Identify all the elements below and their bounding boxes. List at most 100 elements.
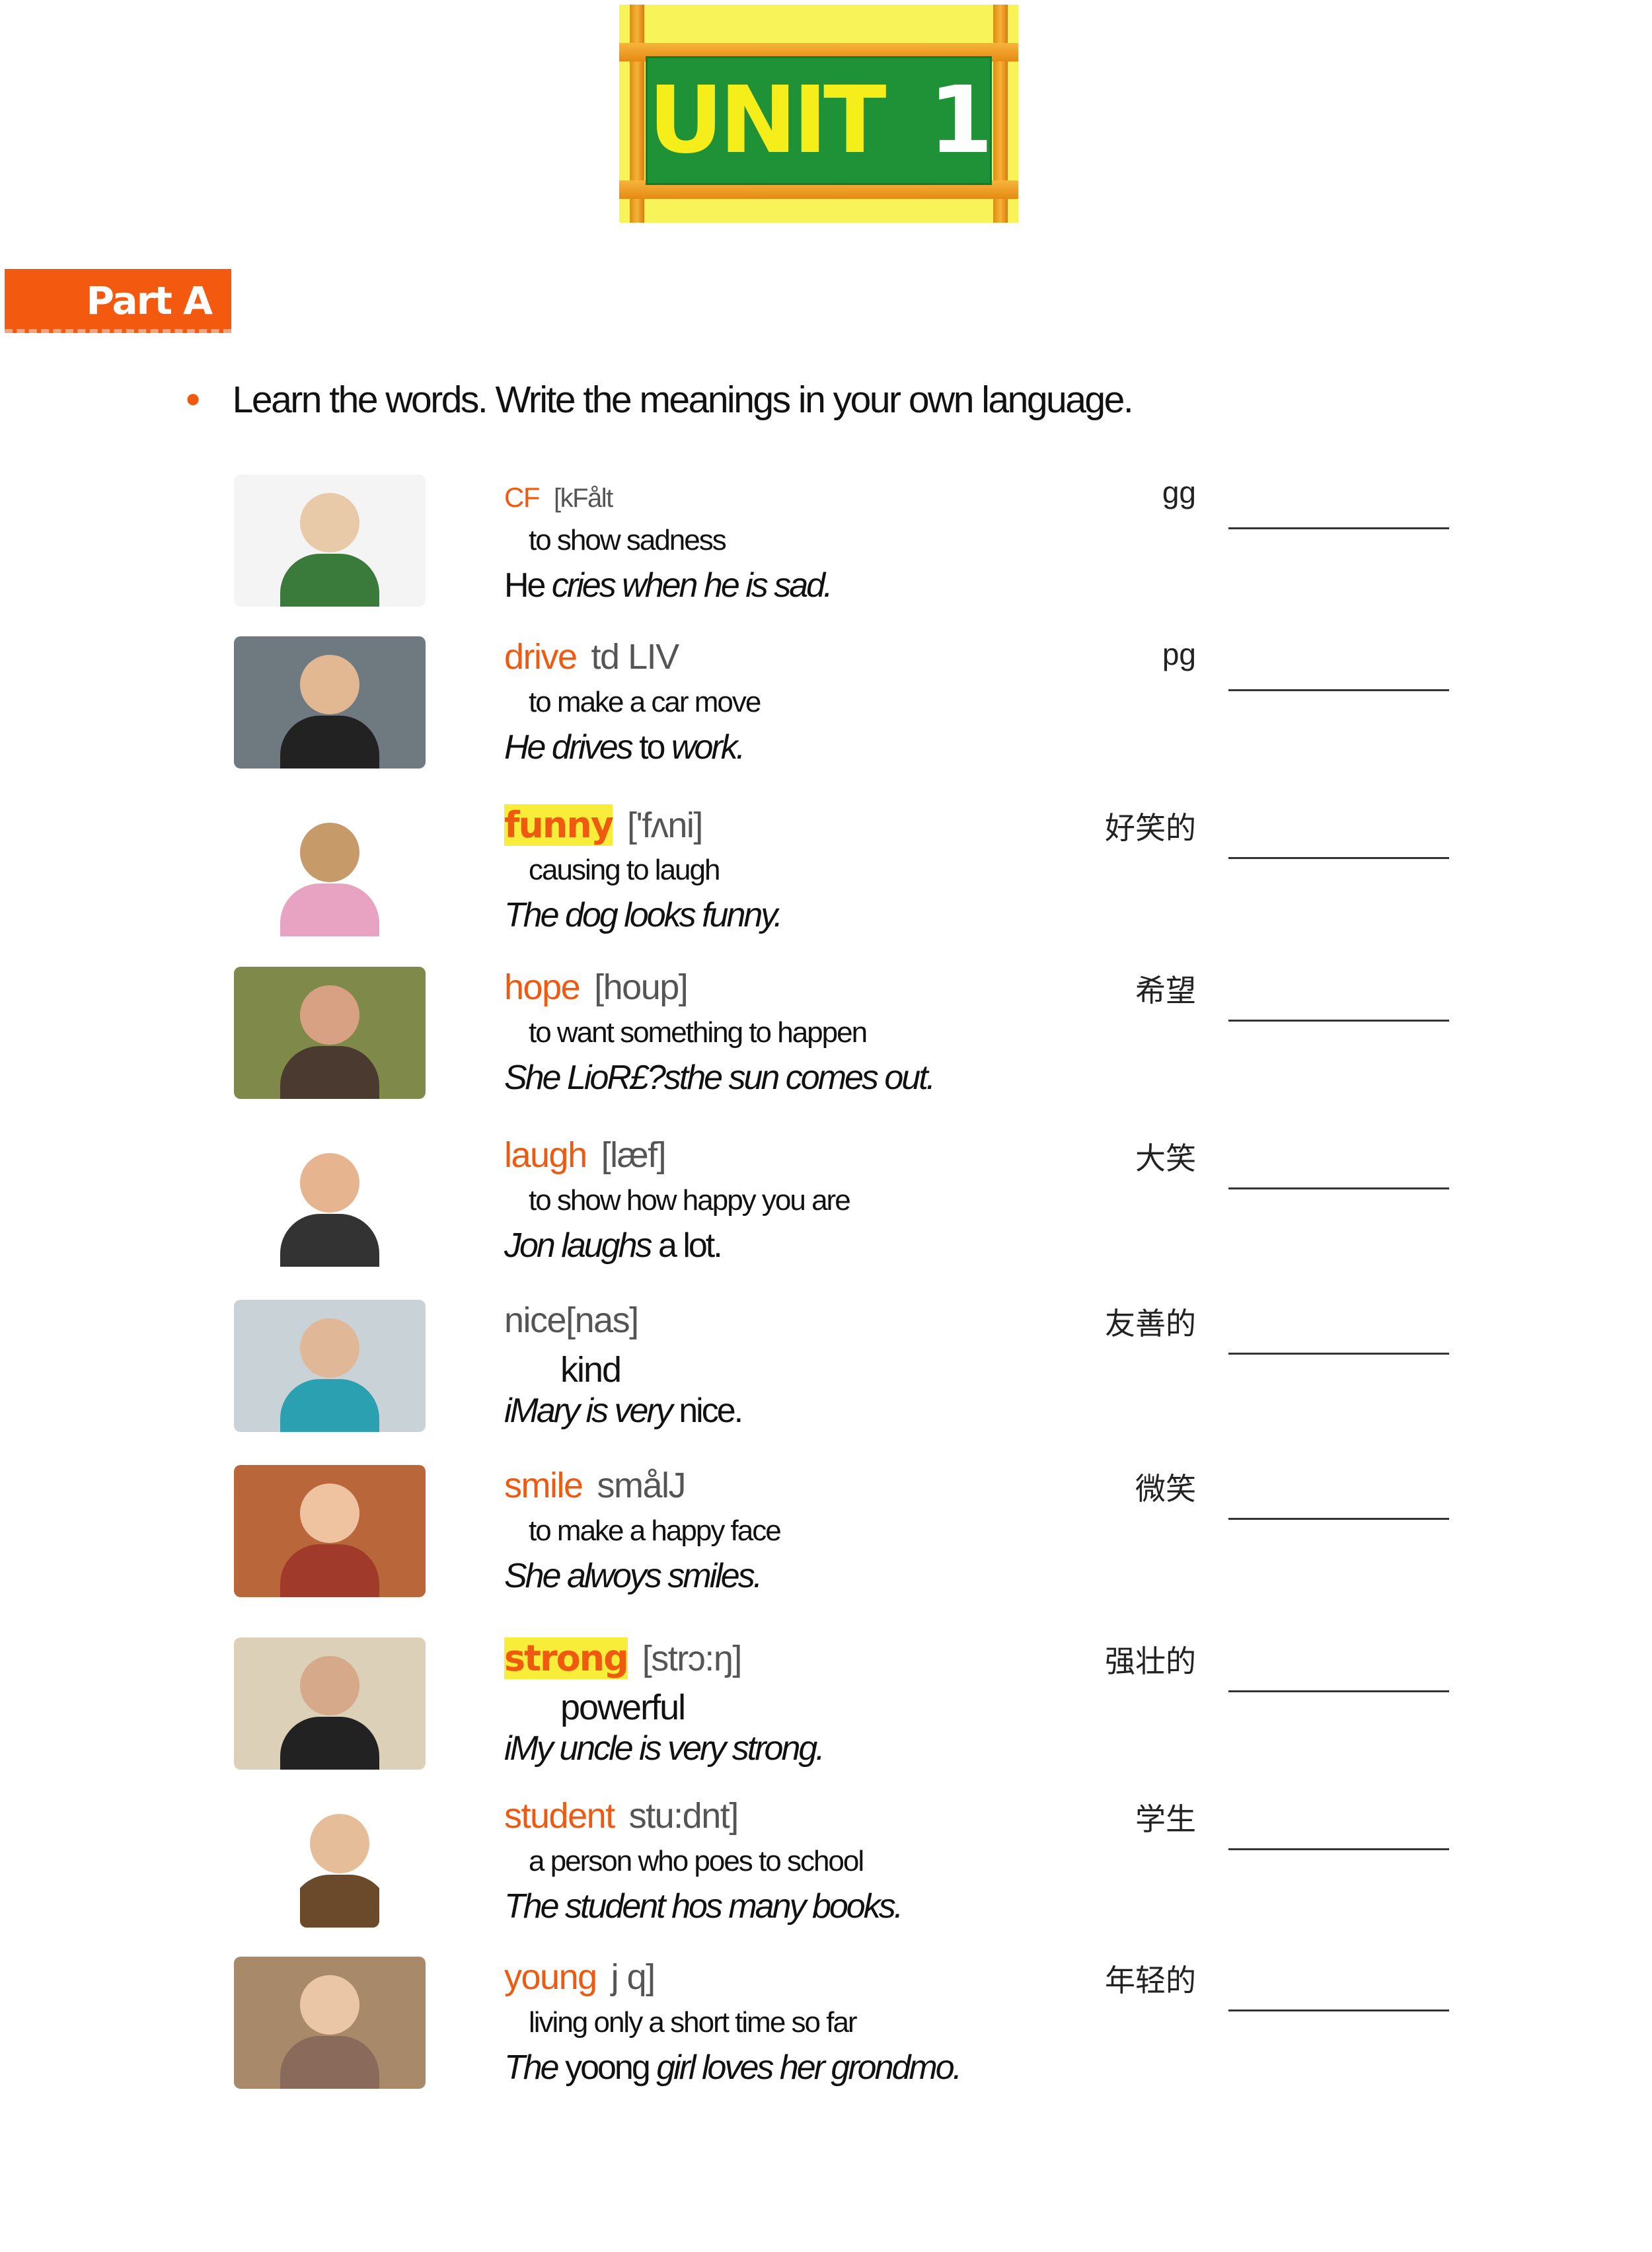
- example-segment: iMy uncle is very strong.: [504, 1729, 825, 1768]
- vocab-word: hope: [504, 967, 581, 1007]
- vocab-row: hope [houp] to want something to happen She…: [0, 967, 1652, 1132]
- phonetic: [nas]: [566, 1300, 639, 1340]
- vocab-row: smile smålJ to make a happy face She alwoys…: [0, 1465, 1652, 1630]
- phonetic: stu:dnt]: [628, 1796, 739, 1836]
- figure-body: [300, 1875, 379, 1928]
- answer-blank[interactable]: [1228, 1020, 1449, 1022]
- example-segment: to: [639, 728, 671, 767]
- vocab-row: strong [strɔ:ŋ] powerful iMy uncle is very …: [0, 1637, 1652, 1803]
- chalkboard: [646, 56, 992, 185]
- word-heading: hope [houp]: [504, 967, 689, 1008]
- vocab-word: student: [504, 1796, 615, 1836]
- example-sentence: She LioR£?sthe sun comes out.: [504, 1058, 936, 1098]
- answer-blank[interactable]: [1228, 527, 1449, 529]
- figure-body: [280, 1544, 379, 1597]
- example-sentence: iMary is very nice.: [504, 1391, 743, 1431]
- figure-head: [300, 1153, 359, 1213]
- part-label: Part A: [86, 278, 213, 323]
- word-heading: student stu:dnt]: [504, 1795, 739, 1836]
- weightlifter-image: [234, 1637, 426, 1770]
- figure-head: [300, 823, 359, 882]
- vocab-word: strong: [504, 1637, 629, 1679]
- vocab-row: funny ['fʌni] causing to laugh The dog look…: [0, 804, 1652, 969]
- example-segment: yoong: [565, 2048, 657, 2087]
- example-segment: He drives: [504, 728, 640, 767]
- native-meaning: 希望: [1135, 973, 1196, 1008]
- figure-body: [280, 1046, 379, 1099]
- answer-blank[interactable]: [1228, 1518, 1449, 1520]
- word-heading: young j q]: [504, 1957, 656, 1998]
- unit-number: 1: [928, 67, 993, 174]
- definition: to make a happy face: [529, 1515, 782, 1547]
- bullet-icon: ●: [185, 384, 201, 413]
- part-a-badge: Part A: [5, 269, 231, 333]
- definition: to make a car move: [529, 686, 761, 718]
- answer-blank[interactable]: [1228, 1353, 1449, 1355]
- vocab-row: CF [kFålt to show sadness He cries when he …: [0, 474, 1652, 640]
- definition: a person who poes to school: [529, 1845, 864, 1877]
- vocab-word: smile: [504, 1466, 583, 1505]
- vocab-word: CF: [504, 482, 541, 513]
- native-meaning: 年轻的: [1105, 1963, 1196, 1998]
- native-meaning: 微笑: [1135, 1472, 1196, 1506]
- answer-blank[interactable]: [1228, 857, 1449, 859]
- grandmother-girl-image: [234, 1957, 426, 2089]
- instruction-text: Learn the words. Write the meanings in y…: [232, 379, 1134, 421]
- figure-head: [300, 1975, 359, 2035]
- man-driving-image: [234, 636, 426, 769]
- native-meaning: 强壮的: [1105, 1644, 1196, 1678]
- definition: to show sadness: [529, 524, 727, 556]
- word-heading: strong [strɔ:ŋ]: [504, 1637, 742, 1679]
- figure-head: [310, 1814, 369, 1873]
- example-segment: work.: [671, 728, 745, 767]
- answer-blank[interactable]: [1228, 689, 1449, 691]
- vocab-row: nice[nas] kind iMary is very nice. 友善的: [0, 1300, 1652, 1465]
- native-meaning: 大笑: [1135, 1141, 1196, 1176]
- vocab-word: laugh: [504, 1135, 587, 1175]
- phonetic: [houp]: [594, 967, 689, 1007]
- figure-head: [300, 1318, 359, 1378]
- phonetic: td LIV: [591, 637, 680, 677]
- figure-body: [280, 554, 379, 607]
- native-meaning: 友善的: [1105, 1306, 1196, 1341]
- phonetic: [kFålt: [554, 484, 613, 513]
- answer-blank[interactable]: [1228, 2009, 1449, 2011]
- example-sentence: The dog looks funny.: [504, 895, 783, 935]
- answer-blank[interactable]: [1228, 1187, 1449, 1189]
- definition: powerful: [560, 1688, 686, 1727]
- example-sentence: Jon laughs a lot.: [504, 1226, 723, 1265]
- figure-body: [280, 716, 379, 769]
- instruction: ● Learn the words. Write the meanings in …: [185, 378, 1134, 422]
- example-segment: girl loves her grondmo.: [656, 2048, 962, 2087]
- answer-blank[interactable]: [1228, 1690, 1449, 1692]
- answer-blank[interactable]: [1228, 1848, 1449, 1850]
- vocab-word: funny: [504, 804, 614, 846]
- laughing-woman-image: [234, 1135, 426, 1267]
- native-meaning: 学生: [1135, 1802, 1196, 1836]
- word-heading: drive td LIV: [504, 636, 679, 677]
- unit-title: UNIT 1: [646, 56, 993, 185]
- figure-head: [300, 1483, 359, 1543]
- word-heading: CF [kFålt: [504, 474, 613, 515]
- example-segment: She LioR£?sthe sun comes out.: [504, 1059, 936, 1097]
- vocab-word: drive: [504, 637, 578, 677]
- example-sentence: She alwoys smiles.: [504, 1556, 763, 1596]
- figure-body: [280, 2036, 379, 2089]
- example-sentence: The yoong girl loves her grondmo.: [504, 2048, 962, 2087]
- figure-body: [280, 1717, 379, 1770]
- figure-head: [300, 655, 359, 714]
- word-heading: laugh [læf]: [504, 1135, 667, 1176]
- figure-head: [300, 493, 359, 552]
- native-meaning: 好笑的: [1105, 811, 1196, 845]
- helping-elderly-image: [234, 1300, 426, 1432]
- example-segment: iMary is very: [504, 1392, 679, 1430]
- word-heading: funny ['fʌni]: [504, 804, 703, 846]
- figure-body: [280, 1214, 379, 1267]
- phonetic: smålJ: [597, 1466, 687, 1505]
- phonetic: j q]: [611, 1957, 656, 1997]
- example-segment: a lot.: [657, 1226, 723, 1265]
- example-segment: The student hos many books.: [504, 1887, 903, 1926]
- definition: kind: [560, 1350, 622, 1390]
- example-segment: She alwoys smiles.: [504, 1557, 763, 1595]
- hoping-woman-image: [234, 967, 426, 1099]
